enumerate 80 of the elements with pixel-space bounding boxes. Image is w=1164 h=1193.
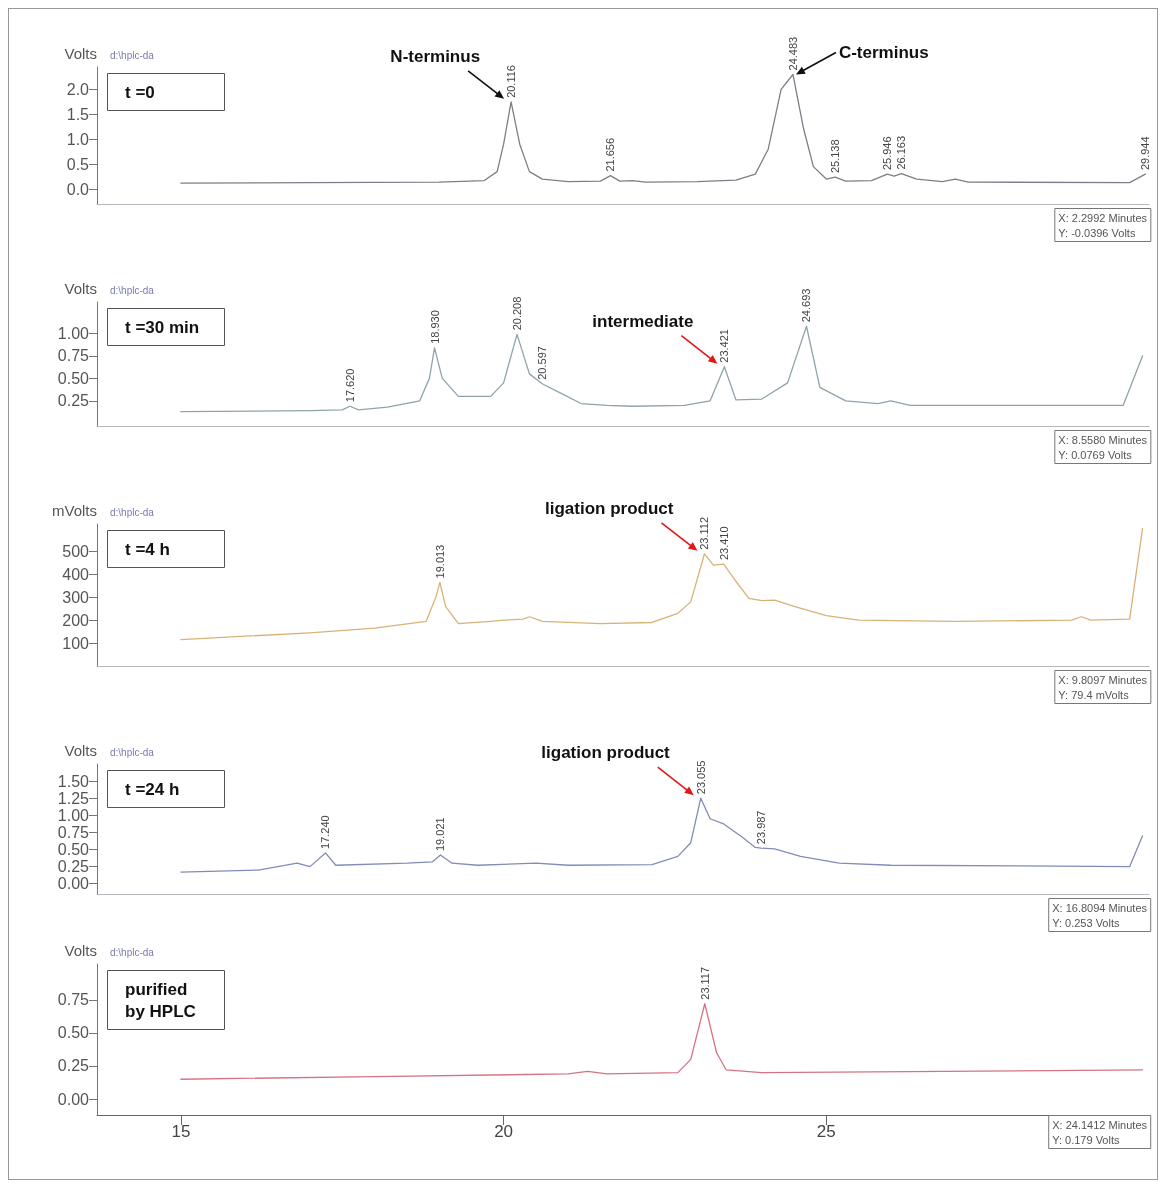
- y-tick-label: 2.0: [66, 80, 90, 98]
- text: t =24 h: [125, 779, 180, 799]
- text: Y: -0.0396 Volts: [1058, 226, 1136, 239]
- y-axis-title: Volts: [64, 280, 97, 297]
- text: purified by HPLC: [125, 979, 196, 1021]
- y-tick-label: 1.25: [57, 789, 90, 807]
- annotation: 20.597: [536, 346, 549, 380]
- y-tick-label: 1.0: [66, 130, 90, 148]
- chart-subtitle: d:\hplc-da: [110, 746, 155, 758]
- y-tick-label: 400: [62, 565, 90, 583]
- y-tick-label: 500: [62, 542, 90, 560]
- text: Y: 79.4 mVolts: [1058, 688, 1130, 701]
- y-tick-label: 1.00: [57, 324, 90, 342]
- annotation: 26.163: [895, 135, 908, 170]
- y-tick-label: 0.50: [57, 369, 90, 387]
- y-tick-label: 0.25: [57, 1057, 90, 1075]
- annotation: 23.987: [754, 810, 767, 845]
- x-tick-label: 25: [816, 1122, 836, 1141]
- y-tick-label: 100: [62, 634, 90, 652]
- text: X: 24.1412 Minutes: [1052, 1118, 1148, 1131]
- annotation: 21.656: [604, 137, 617, 172]
- y-tick-label: 0.00: [57, 875, 90, 893]
- text: X: 9.8097 Minutes: [1058, 673, 1148, 686]
- x-tick-label: 20: [494, 1122, 514, 1141]
- y-tick-label: 1.5: [66, 105, 90, 123]
- text: t =4 h: [125, 539, 170, 559]
- annotation: 23.055: [694, 760, 707, 795]
- y-tick-label: 0.0: [66, 180, 90, 198]
- annotation: 18.930: [428, 310, 441, 344]
- annotation: 20.116: [505, 65, 518, 98]
- text: Y: 0.179 Volts: [1052, 1133, 1120, 1146]
- annotation: 23.410: [717, 526, 730, 561]
- y-tick-label: 0.5: [66, 155, 90, 173]
- text: X: 8.5580 Minutes: [1058, 433, 1148, 446]
- annotation: N-terminus: [390, 46, 481, 66]
- y-tick-label: 0.00: [57, 1090, 90, 1108]
- y-tick-label: 0.75: [57, 991, 90, 1009]
- text: Y: 0.253 Volts: [1052, 916, 1120, 929]
- chart-subtitle: d:\hplc-da: [110, 49, 155, 61]
- annotation: ligation product: [541, 743, 671, 763]
- annotation: 23.112: [698, 516, 711, 550]
- annotation: 23.421: [718, 329, 731, 363]
- annotation: 24.483: [786, 36, 799, 71]
- y-tick-label: 0.75: [57, 823, 90, 841]
- annotation: 19.021: [434, 817, 447, 851]
- chart-subtitle: d:\hplc-da: [110, 946, 155, 958]
- annotation: 25.138: [829, 139, 842, 174]
- text: X: 2.2992 Minutes: [1058, 211, 1148, 224]
- annotation: 29.944: [1139, 136, 1152, 171]
- y-tick-label: 1.00: [57, 806, 90, 824]
- annotation: intermediate: [592, 311, 694, 331]
- line-series: [180, 797, 1144, 873]
- annotation: 17.240: [319, 815, 332, 849]
- annotation: 20.208: [511, 296, 524, 331]
- y-tick-label: 0.25: [57, 858, 90, 876]
- y-tick-label: 0.25: [57, 392, 90, 410]
- annotation: 24.693: [800, 288, 813, 323]
- y-tick-label: 0.50: [57, 1024, 90, 1042]
- text: t =30 min: [125, 317, 200, 337]
- text: X: 16.8094 Minutes: [1052, 901, 1148, 914]
- annotation: 17.620: [344, 368, 356, 403]
- y-axis-title: Volts: [64, 45, 97, 62]
- text: t =0: [125, 82, 155, 102]
- x-tick-label: 15: [171, 1122, 191, 1141]
- y-axis-title: Volts: [64, 942, 97, 959]
- annotation: 25.946: [881, 136, 894, 171]
- y-tick-label: 0.50: [57, 841, 90, 859]
- chart-subtitle: d:\hplc-da: [110, 284, 155, 296]
- y-axis-title: Volts: [64, 742, 97, 759]
- y-tick-label: 0.75: [57, 347, 90, 365]
- annotation: C-terminus: [838, 42, 929, 62]
- y-tick-label: 300: [62, 588, 90, 606]
- annotation: 23.117: [698, 966, 711, 1000]
- annotation: 19.013: [433, 544, 446, 579]
- annotation: ligation product: [545, 498, 674, 518]
- y-tick-label: 200: [62, 611, 90, 629]
- chart-subtitle: d:\hplc-da: [110, 506, 155, 518]
- text: Y: 0.0769 Volts: [1058, 448, 1133, 461]
- y-tick-label: 1.50: [57, 772, 90, 790]
- y-axis-title: mVolts: [51, 502, 97, 519]
